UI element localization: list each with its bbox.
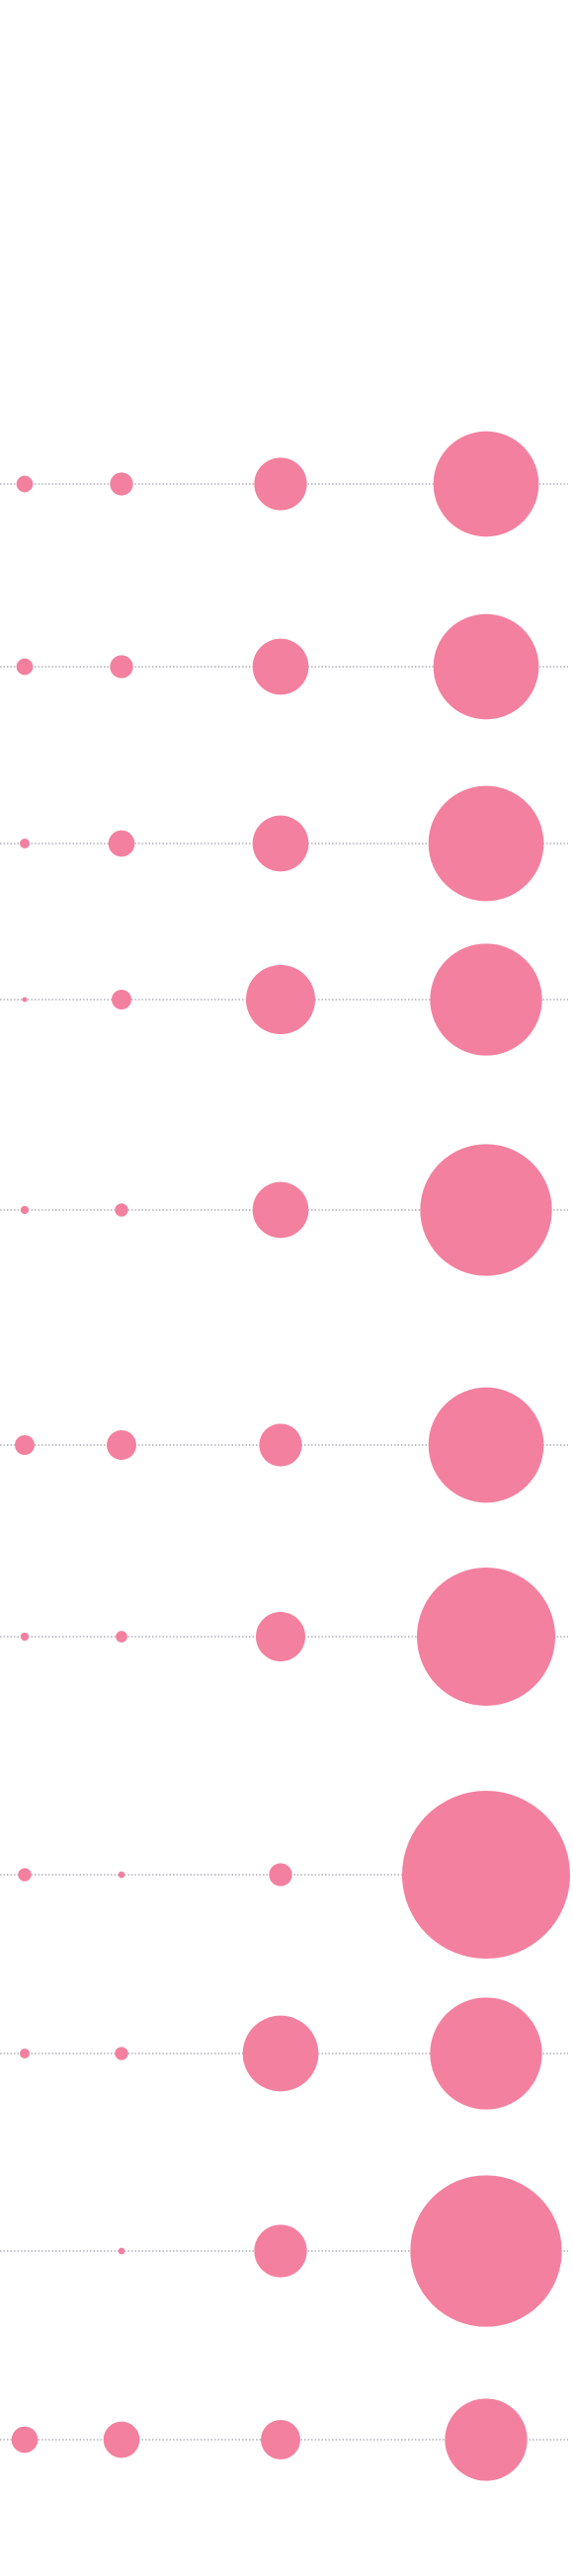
bubble [433,431,539,537]
bubble [261,2420,300,2459]
bubble [254,457,307,511]
bubble [11,2426,39,2454]
bubble [16,475,34,493]
bubble [118,2247,125,2255]
bubble [420,1144,552,1276]
bubble [254,2224,307,2278]
bubble [252,815,309,872]
bubble [103,2421,140,2458]
bubble [18,1868,32,1882]
bubble [445,2398,528,2481]
bubble [252,638,309,695]
bubble [259,1423,302,1467]
bubble [433,613,539,720]
bubble [118,1871,125,1879]
bubble [428,785,544,902]
bubble [115,2047,128,2060]
bubble [242,2015,319,2092]
bubble [15,1435,35,1455]
bubble [110,472,133,496]
bubble [402,1791,570,1959]
bubble [112,990,131,1009]
bubble [16,658,34,676]
bubble [246,965,315,1034]
bubble [20,839,30,848]
bubble [410,2175,562,2327]
bubble [20,1632,30,1642]
bubble [22,997,28,1003]
bubble [252,1181,309,1239]
bubble [430,1997,542,2110]
bubble [428,1387,544,1503]
bubble [108,830,135,857]
bubble [256,1612,305,1661]
bubble [20,2049,30,2058]
bubble [269,1863,292,1887]
bubble [107,1430,136,1460]
bubble [20,1205,30,1215]
bubble [115,1203,128,1217]
bubble [110,655,133,679]
bubble [417,1568,555,1706]
bubble [116,1631,127,1643]
bubble [430,943,542,1056]
